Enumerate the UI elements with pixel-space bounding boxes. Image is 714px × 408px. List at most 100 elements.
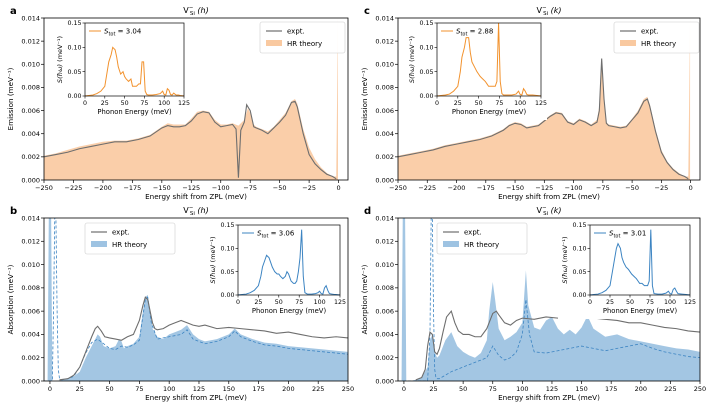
legend-box [436,222,528,255]
x-tick-label: 0 [689,184,693,192]
title-site: (k) [548,6,561,15]
inset-x-tick-label: 125 [334,299,346,306]
title-sup: − [542,6,547,12]
x-tick-label: 250 [342,385,354,393]
x-tick-label: 125 [193,385,205,393]
x-tick-label: 25 [76,385,84,393]
inset-legend-sub: tot [108,32,115,38]
x-tick-label: 100 [516,385,528,393]
inset-y-tick-label: 0.05 [67,69,81,76]
axes-frame [43,217,349,382]
panel-letter: a [10,6,17,17]
inset-legend-sub: tot [613,234,620,240]
panel-title: V− Si (k) [536,206,561,218]
inset-ylabel-unit: (meV⁻¹) [561,236,569,264]
legend-label-hr: HR theory [287,40,322,48]
inset-x-tick-label: 0 [236,299,240,306]
y-tick-label: 0.000 [375,377,394,385]
inset-legend-label: Stot = 3.06 [257,230,295,240]
x-tick-label: −75 [243,184,257,192]
inset-y-tick-label: 0.10 [67,45,81,52]
inset-ylabel-main: S(ħω) [408,64,416,83]
inset-x-tick-label: 25 [101,100,109,107]
y-tick-label: 0.012 [375,238,394,246]
panel-letter: d [364,206,371,217]
inset-panel: 0 25 50 75 100 125 0.00 0.05 0.10 0.15 Phonon Ener… [558,221,696,319]
title-sup: − [189,6,194,12]
y-tick-label: 0.012 [21,37,40,45]
inset-x-tick-label: 125 [684,299,696,306]
inset-y-tick-label: 0.15 [572,222,586,229]
inset-legend-value: = 2.88 [467,28,493,36]
x-tick-label: −50 [625,184,639,192]
inset-y-axis-label: S(ħω) (meV⁻¹) [408,36,416,83]
panel-a: −250 −225 −200 −175 −150 −125 −100 −75 −50 −25 00.… [6,6,349,201]
series-dashed-line [398,218,700,381]
inset-y-tick-label: 0.00 [220,292,234,299]
x-tick-label: −75 [596,184,610,192]
inset-y-tick-label: 0.00 [419,93,433,100]
inset-x-tick-label: 25 [254,299,262,306]
series-expt-line [44,100,337,180]
inset-ylabel-main: S(ħω) [56,64,64,83]
inset-y-axis-label: S(ħω) (meV⁻¹) [56,36,64,83]
x-axis-label: Energy shift from ZPL (meV) [498,192,600,201]
axes-frame [397,217,701,382]
inset-legend-sub: tot [261,234,268,240]
inset-y-tick-label: 0.05 [419,69,433,76]
y-tick-label: 0.010 [21,61,40,69]
inset-y-tick-label: 0.15 [67,20,81,27]
inset-y-tick-label: 0.05 [220,269,234,276]
x-tick-label: −175 [123,184,141,192]
x-tick-label: 100 [163,385,175,393]
legend-swatch-hr [91,241,107,247]
series-hr-theory-area [44,18,338,180]
inset-legend-s: S [609,230,614,238]
inset-y-tick-label: 0.10 [572,246,586,253]
x-tick-label: 150 [223,385,235,393]
x-tick-label: 225 [664,385,676,393]
inset-x-axis-label: Phonon Energy (meV) [603,307,678,315]
y-tick-label: 0.002 [21,153,40,161]
panel-b: 0 25 50 75 100 125 150 175 200 225 2500.0000.0020.… [6,206,354,403]
legend: expt. HR theory [84,222,176,255]
x-tick-label: −100 [565,184,583,192]
x-tick-label: 50 [459,385,467,393]
inset-x-axis-label: Phonon Energy (meV) [252,307,327,315]
x-tick-label: −150 [506,184,524,192]
legend-label-expt: expt. [464,229,482,237]
inset-legend-sub: tot [460,32,467,38]
inset-y-tick-label: 0.05 [572,269,586,276]
inset-background [206,221,346,319]
legend-box [84,222,176,255]
inset-x-tick-label: 0 [588,299,592,306]
x-tick-label: −25 [655,184,669,192]
y-tick-label: 0.004 [21,331,40,339]
x-tick-label: 250 [694,385,706,393]
x-tick-label: 200 [282,385,294,393]
x-tick-label: −200 [94,184,112,192]
series-expt-line [398,58,689,180]
legend-swatch-hr [443,241,459,247]
x-tick-label: 25 [429,385,437,393]
inset-legend-label: Stot = 2.88 [456,28,493,38]
inset-background [558,221,696,319]
legend-label-expt: expt. [287,28,305,36]
inset-x-tick-label: 50 [475,100,483,107]
inset-x-tick-label: 50 [626,299,634,306]
y-tick-label: 0.000 [21,377,40,385]
title-sup: − [189,206,194,212]
y-tick-label: 0.008 [21,284,40,292]
inset-x-tick-label: 75 [295,299,303,306]
x-tick-label: −200 [448,184,466,192]
panel-letter: c [364,6,370,17]
inset-frame [84,22,185,97]
title-sub: Si [190,11,195,17]
inset-x-axis-label: Phonon Energy (meV) [97,108,172,116]
inset-x-tick-label: 125 [535,100,547,107]
title-main: V [183,6,189,15]
inset-x-tick-label: 25 [606,299,614,306]
panel-title: V− Si (h) [183,6,208,18]
axes-frame [43,17,349,181]
